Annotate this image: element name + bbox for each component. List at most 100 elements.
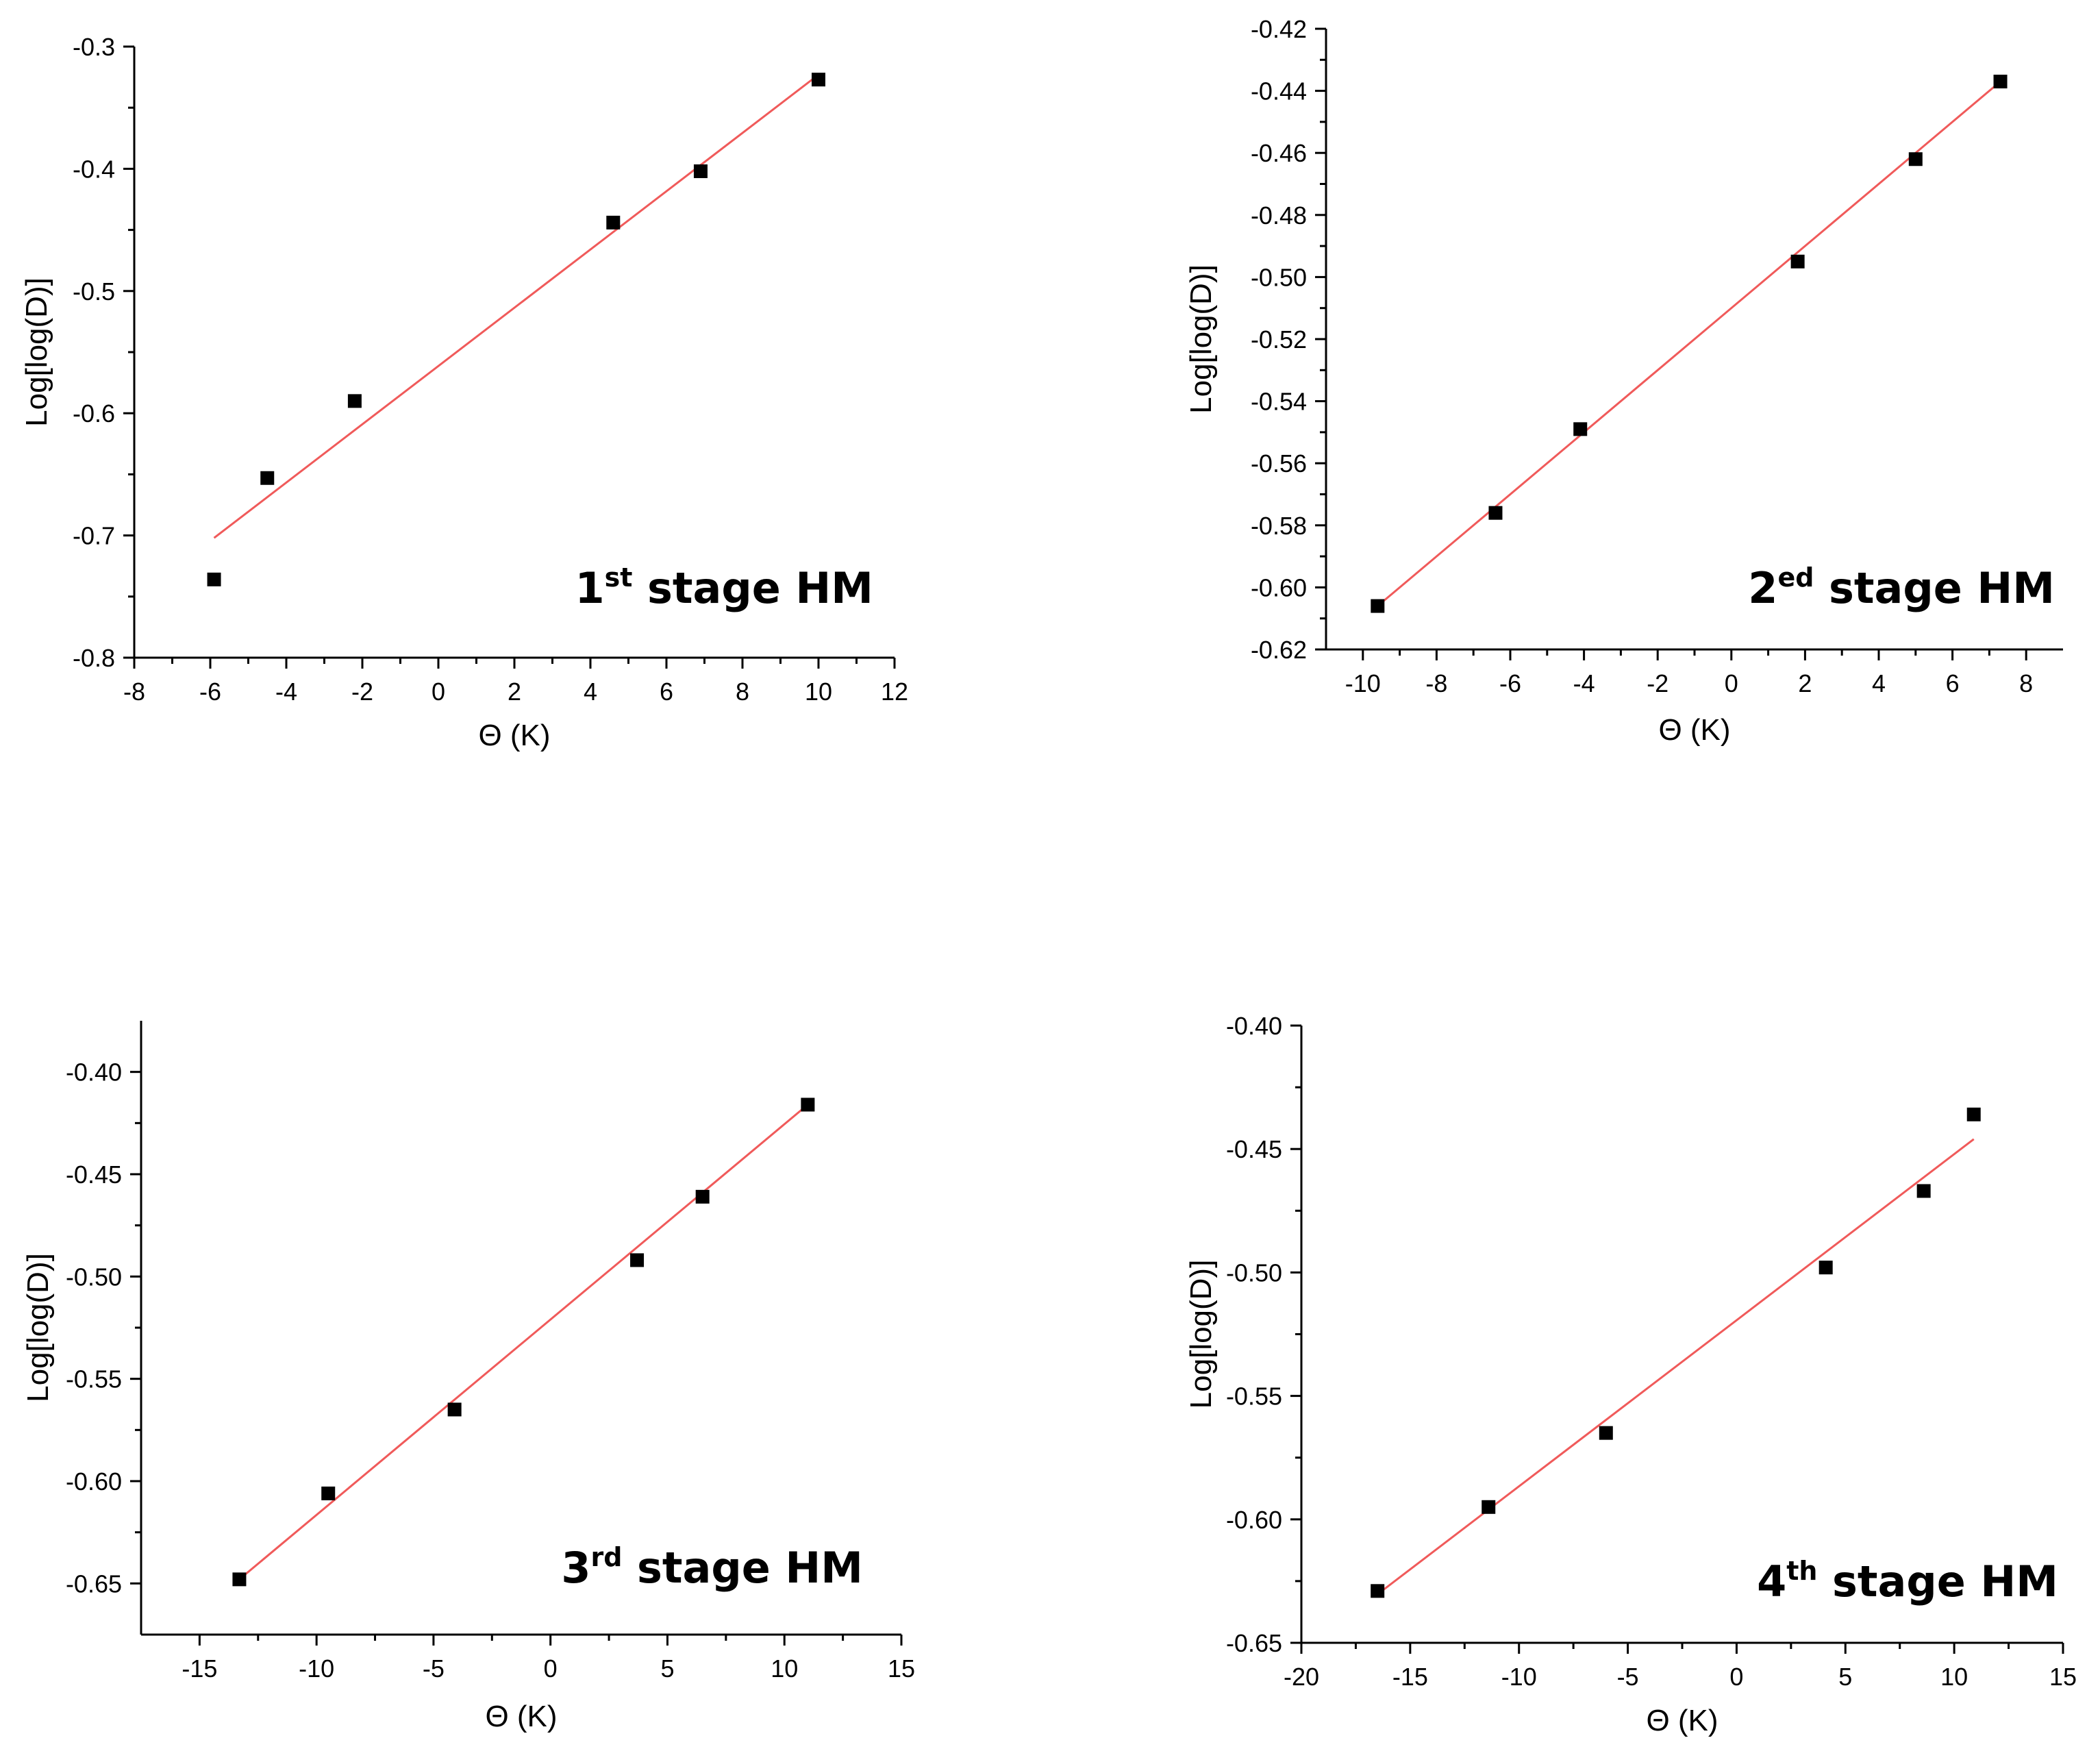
data-point xyxy=(1790,254,1805,269)
y-tick-label: -0.4 xyxy=(73,155,115,183)
y-tick-label: -0.7 xyxy=(73,522,115,550)
data-point xyxy=(1371,599,1385,613)
x-tick-label: -2 xyxy=(1647,669,1668,697)
data-point xyxy=(321,1486,336,1500)
x-axis-title: Θ (K) xyxy=(478,719,550,752)
data-point xyxy=(232,1572,247,1587)
x-tick-label: -10 xyxy=(299,1654,334,1683)
y-tick-label: -0.8 xyxy=(73,644,115,672)
x-tick-label: 0 xyxy=(1725,669,1738,697)
stage-suffix: ed xyxy=(1777,562,1814,593)
data-point xyxy=(606,215,621,230)
stage-suffix: th xyxy=(1786,1556,1817,1586)
y-tick-label: -0.55 xyxy=(1226,1382,1282,1411)
x-tick-label: -4 xyxy=(1573,669,1595,697)
stage-number: 4 xyxy=(1757,1556,1786,1607)
y-tick-label: -0.62 xyxy=(1251,636,1307,664)
chart-bottom-left: -15 -10 -5 0 5 10 15 -0.65 -0.60 -0.55 -0.50 -0.45 -… xyxy=(21,1021,915,1733)
x-axis-title: Θ (K) xyxy=(485,1700,557,1733)
stage-text: stage HM xyxy=(1817,1556,2058,1607)
x-tick-label: 0 xyxy=(1729,1663,1743,1691)
data-point xyxy=(1573,422,1588,436)
y-tick-label: -0.60 xyxy=(1226,1506,1282,1534)
stage-number: 3 xyxy=(561,1543,590,1593)
chart-bottom-right: -20 -15 -10 -5 0 5 10 15 -0.65 -0.60 -0.55 -0.50 -0.… xyxy=(1184,1012,2077,1737)
stage-annotation: 1st stage HM xyxy=(575,562,873,613)
y-axis-title: Log[log(D)] xyxy=(1184,264,1218,414)
x-tick-label: -6 xyxy=(1499,669,1521,697)
x-tick-label: 2 xyxy=(508,678,521,706)
data-point xyxy=(1599,1426,1613,1440)
y-tick-label: -0.60 xyxy=(66,1467,122,1496)
fit-line xyxy=(213,73,819,539)
data-point xyxy=(1993,75,2008,89)
data-point xyxy=(1908,152,1923,166)
x-tick-label: 8 xyxy=(736,678,749,706)
y-tick-label: -0.50 xyxy=(1226,1258,1282,1287)
stage-text: stage HM xyxy=(1814,563,2055,613)
y-tick-label: -0.52 xyxy=(1251,325,1307,353)
y-tick-label: -0.54 xyxy=(1251,388,1307,416)
data-point xyxy=(801,1097,815,1112)
x-tick-label: 8 xyxy=(2019,669,2033,697)
x-tick-label: 15 xyxy=(2049,1663,2077,1691)
x-tick-label: 4 xyxy=(1872,669,1886,697)
x-tick-label: 2 xyxy=(1798,669,1812,697)
x-tick-label: -20 xyxy=(1284,1663,1319,1691)
y-tick-label: -0.46 xyxy=(1251,139,1307,167)
stage-number: 2 xyxy=(1748,563,1777,613)
x-tick-label: -10 xyxy=(1345,669,1381,697)
data-point xyxy=(1482,1500,1496,1514)
stage-annotation: 3rd stage HM xyxy=(561,1542,863,1593)
data-point xyxy=(630,1253,645,1267)
y-tick-label: -0.42 xyxy=(1251,15,1307,43)
x-tick-label: 0 xyxy=(544,1654,558,1683)
fit-line xyxy=(1381,1138,1975,1592)
data-point xyxy=(1818,1261,1833,1275)
y-tick-label: -0.65 xyxy=(66,1570,122,1598)
x-tick-label: 5 xyxy=(660,1654,674,1683)
y-tick-label: -0.50 xyxy=(1251,263,1307,291)
data-point xyxy=(447,1402,462,1417)
stage-annotation: 2ed stage HM xyxy=(1748,562,2055,613)
y-tick-label: -0.5 xyxy=(73,277,115,306)
data-point xyxy=(347,394,362,408)
y-tick-label: -0.56 xyxy=(1251,449,1307,477)
stage-number: 1 xyxy=(575,563,604,613)
y-axis-title: Log[log(D)] xyxy=(20,277,53,427)
stage-suffix: rd xyxy=(590,1542,622,1572)
x-tick-label: 5 xyxy=(1838,1663,1852,1691)
x-tick-label: -4 xyxy=(275,678,297,706)
y-tick-label: -0.44 xyxy=(1251,77,1307,106)
data-point xyxy=(1371,1584,1385,1598)
y-tick-label: -0.6 xyxy=(73,399,115,427)
stage-suffix: st xyxy=(605,562,633,593)
x-tick-label: 12 xyxy=(881,678,908,706)
chart-top-right: -10 -8 -6 -4 -2 0 2 4 6 8 -0.62 -0.60 -0.58 -0.56 -0.5… xyxy=(1184,15,2063,747)
x-tick-label: 6 xyxy=(1946,669,1960,697)
x-tick-label: -6 xyxy=(199,678,221,706)
data-point xyxy=(695,1189,710,1204)
y-tick-label: -0.55 xyxy=(66,1365,122,1393)
x-tick-label: -15 xyxy=(1392,1663,1428,1691)
x-tick-label: 15 xyxy=(888,1654,915,1683)
y-tick-label: -0.50 xyxy=(66,1263,122,1291)
x-tick-label: 6 xyxy=(660,678,673,706)
x-axis-title: Θ (K) xyxy=(1658,713,1730,747)
y-tick-label: -0.45 xyxy=(66,1161,122,1189)
y-tick-label: -0.45 xyxy=(1226,1135,1282,1163)
y-tick-label: -0.65 xyxy=(1226,1629,1282,1657)
x-tick-label: 4 xyxy=(584,678,597,706)
x-tick-label: -10 xyxy=(1501,1663,1537,1691)
x-tick-label: -15 xyxy=(182,1654,217,1683)
y-tick-label: -0.40 xyxy=(1226,1012,1282,1040)
x-tick-label: -8 xyxy=(1425,669,1447,697)
y-tick-label: -0.48 xyxy=(1251,201,1307,230)
data-point xyxy=(1916,1184,1931,1198)
chart-top-left: -8 -6 -4 -2 0 2 4 6 8 10 12 -0.8 -0.7 -0.6 -0.5 -0.4 -0.… xyxy=(20,33,908,752)
x-tick-label: -8 xyxy=(123,678,145,706)
data-point xyxy=(260,471,275,485)
data-point xyxy=(207,572,221,586)
y-axis-title: Log[log(D)] xyxy=(21,1253,55,1402)
